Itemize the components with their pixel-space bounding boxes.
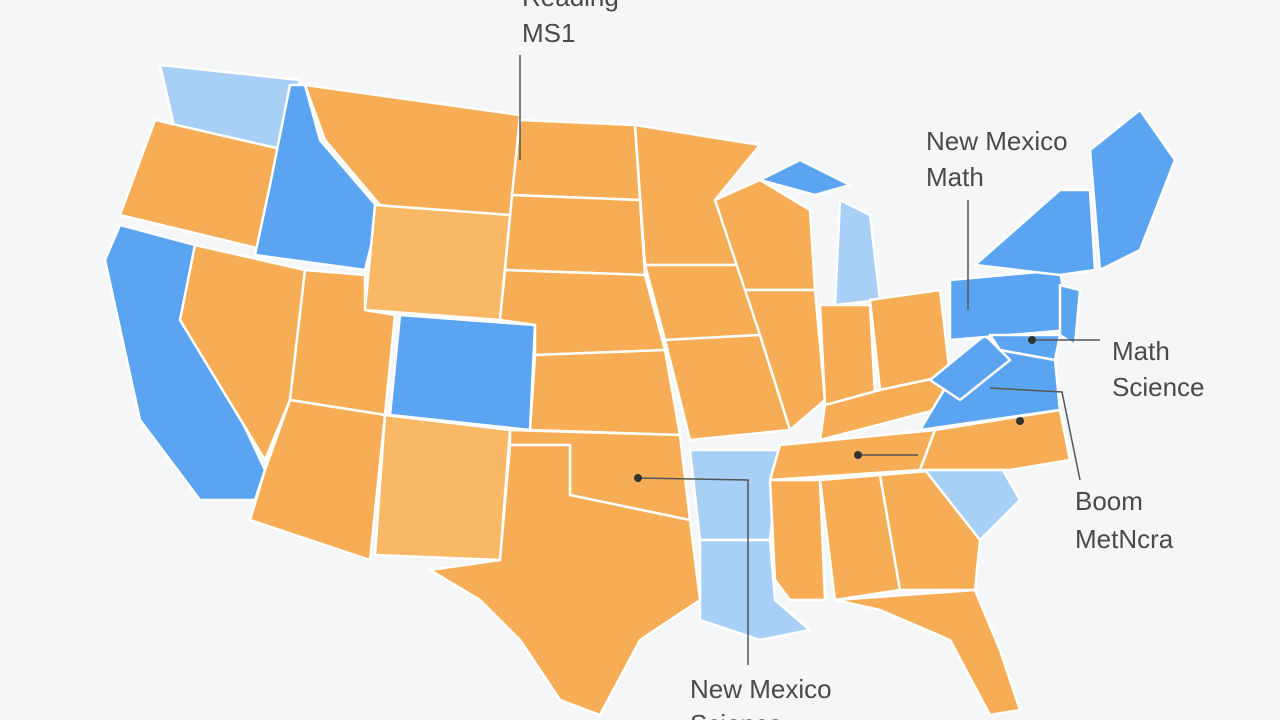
- marker: [1028, 336, 1036, 344]
- label: Math: [1112, 336, 1170, 366]
- state: [688, 448, 782, 542]
- label: Science: [690, 709, 783, 720]
- state: [248, 398, 387, 562]
- state: [698, 538, 812, 642]
- states: [103, 63, 1177, 717]
- state: [833, 198, 882, 307]
- labels: Reading MS1 New Mexico Math Math Science…: [522, 0, 1205, 720]
- state: [178, 243, 307, 462]
- marker: [634, 474, 642, 482]
- marker: [1016, 417, 1024, 425]
- state: [363, 203, 512, 322]
- state: [973, 188, 1097, 277]
- state: [388, 313, 537, 432]
- label: New Mexico: [690, 674, 832, 704]
- state: [428, 443, 702, 717]
- state: [928, 333, 1012, 402]
- state: [713, 178, 817, 292]
- state: [758, 158, 852, 197]
- state: [833, 588, 1022, 717]
- label: New Mexico: [926, 126, 1068, 156]
- state: [988, 333, 1062, 362]
- state: [768, 478, 827, 602]
- label: Science: [1112, 372, 1205, 402]
- leader-line: [989, 387, 1081, 481]
- state: [510, 118, 642, 202]
- state: [818, 303, 877, 407]
- leader-lines: [519, 55, 1100, 665]
- label: MS1: [522, 18, 575, 48]
- label: Boom: [1075, 486, 1143, 516]
- label: MetNcra: [1075, 524, 1174, 554]
- label: Math: [926, 162, 984, 192]
- state: [373, 413, 512, 562]
- leader-line: [637, 477, 749, 665]
- state: [743, 288, 827, 432]
- state: [528, 348, 682, 437]
- marker: [854, 451, 862, 459]
- state: [503, 193, 647, 277]
- state: [1058, 283, 1082, 347]
- label: Reading: [522, 0, 619, 12]
- state: [1088, 108, 1177, 272]
